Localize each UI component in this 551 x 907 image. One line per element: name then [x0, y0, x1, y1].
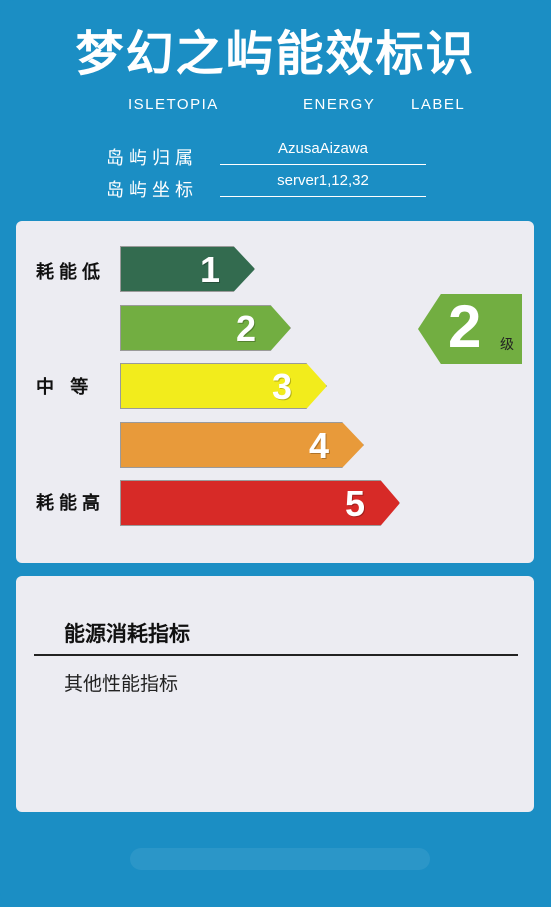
grade-bar-5: 5 [120, 480, 400, 526]
grade-bar-1: 1 [120, 246, 255, 292]
subtitle-energy: ENERGY [303, 96, 376, 113]
consumption-item: 其他性能指标 [64, 673, 179, 695]
rating-value: 2 [448, 293, 482, 360]
rating-arrow-badge: 2 级 [418, 294, 522, 364]
consumption-panel: 能源消耗指标 其他性能指标 [16, 576, 534, 812]
bottom-blurred-mark [130, 848, 430, 870]
coord-value: server1,12,32 [220, 172, 426, 197]
rating-unit: 级 [500, 337, 514, 353]
high-consumption-label: 耗能高 [36, 493, 105, 514]
coord-label: 岛屿坐标 [106, 180, 198, 201]
grade-bar-2: 2 [120, 305, 291, 351]
label-title: 梦幻之屿能效标识 [75, 26, 476, 82]
subtitle-label: LABEL [411, 96, 466, 113]
owner-label: 岛屿归属 [106, 148, 198, 169]
consumption-title: 能源消耗指标 [64, 622, 190, 646]
grade-bar-4: 4 [120, 422, 364, 468]
grade-bar-5-number: 5 [344, 483, 365, 524]
grade-panel: 耗能低 中 等 耗能高 1 2 3 4 5 2 级 [16, 221, 534, 563]
grade-bar-2-number: 2 [235, 308, 256, 349]
low-consumption-label: 耗能低 [36, 262, 105, 283]
grade-bar-3: 3 [120, 363, 327, 409]
grade-bar-1-number: 1 [199, 249, 220, 290]
grade-bar-4-number: 4 [308, 425, 329, 466]
owner-value: AzusaAizawa [220, 140, 426, 165]
consumption-divider [34, 654, 518, 656]
subtitle-isletopia: ISLETOPIA [128, 96, 219, 113]
medium-consumption-label: 中 等 [36, 377, 94, 398]
grade-bar-3-number: 3 [271, 366, 292, 407]
